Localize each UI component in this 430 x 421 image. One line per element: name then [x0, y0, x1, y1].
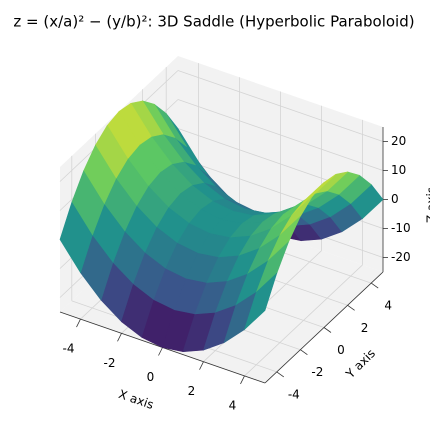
x-tick-label: 0 [147, 370, 155, 384]
y-tick [323, 327, 332, 333]
x-tick [76, 318, 81, 328]
z-tick-label: 10 [391, 163, 406, 177]
x-tick [199, 361, 204, 370]
z-tick-label: 20 [391, 134, 406, 148]
y-axis-label: Y axis [343, 346, 378, 381]
grid-line [177, 99, 384, 171]
y-tick [370, 282, 379, 289]
z-tick-label: 0 [391, 192, 399, 206]
x-tick-label: 2 [188, 384, 196, 398]
y-tick [276, 371, 285, 378]
y-tick-label: 2 [361, 321, 369, 335]
surface-patch [59, 201, 93, 274]
grid-line [177, 70, 384, 142]
y-tick-label: 0 [337, 343, 345, 357]
z-tick-label: -10 [391, 221, 411, 235]
chart-title: z = (x/a)² − (y/b)²: 3D Saddle (Hyperbol… [13, 13, 414, 31]
y-tick [347, 304, 355, 311]
y-tick-label: -2 [311, 365, 323, 379]
z-tick-label: -20 [391, 250, 411, 264]
y-tick-label: 4 [384, 299, 392, 313]
surface-patch [243, 272, 278, 331]
x-tick [240, 375, 245, 385]
x-axis-label: X axis [117, 387, 156, 412]
x-tick-label: -2 [104, 356, 116, 370]
y-tick-label: -4 [288, 387, 300, 401]
x-tick-label: -4 [63, 342, 75, 356]
z-axis-label: Z axis [425, 187, 430, 223]
x-tick-label: 4 [229, 398, 237, 412]
x-tick [117, 333, 122, 342]
x-tick [158, 347, 163, 356]
y-tick [300, 349, 308, 356]
